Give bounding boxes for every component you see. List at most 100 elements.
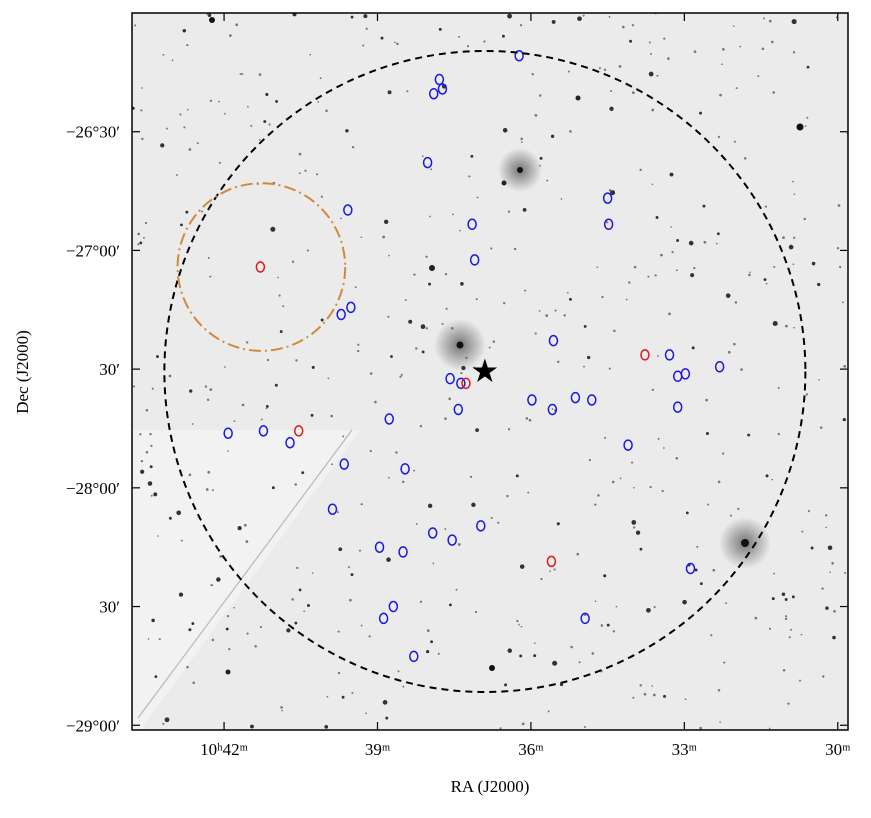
star [806, 65, 810, 69]
star [649, 486, 652, 489]
contour [388, 600, 399, 613]
star [625, 298, 628, 301]
star [693, 50, 697, 54]
star [426, 649, 430, 654]
star [522, 208, 527, 212]
star [362, 44, 365, 47]
star [648, 41, 651, 44]
star [186, 665, 189, 669]
contour [427, 527, 438, 539]
star [633, 486, 635, 489]
star [382, 235, 386, 239]
star [773, 265, 776, 268]
star [492, 340, 496, 343]
star [656, 74, 659, 77]
star [633, 265, 637, 269]
star [158, 638, 161, 641]
star [341, 695, 345, 699]
star [191, 423, 194, 425]
contour [428, 87, 439, 100]
star [419, 600, 423, 603]
star [723, 661, 726, 664]
star [618, 65, 622, 68]
star [260, 418, 263, 421]
star [286, 628, 291, 633]
star [406, 90, 409, 93]
star [811, 261, 816, 266]
star [274, 383, 278, 387]
contour [672, 401, 683, 413]
star [604, 436, 607, 439]
contour [570, 391, 581, 404]
star [825, 514, 828, 517]
star [516, 619, 519, 623]
star [456, 341, 464, 349]
star [291, 260, 295, 263]
star [306, 249, 309, 252]
star [429, 265, 435, 271]
star [224, 366, 226, 368]
star [151, 618, 155, 623]
contour [640, 349, 650, 361]
star [186, 108, 189, 111]
star [455, 588, 458, 591]
star [582, 14, 585, 17]
star [316, 173, 319, 176]
star [179, 113, 182, 116]
star [547, 710, 550, 713]
contour [461, 377, 471, 390]
star [818, 378, 820, 381]
star [643, 692, 647, 696]
star [796, 123, 804, 131]
contour [293, 425, 304, 437]
star [612, 630, 616, 633]
star [785, 324, 788, 328]
star [717, 480, 721, 484]
star [350, 15, 354, 19]
star [268, 123, 271, 126]
star [149, 465, 153, 469]
star [715, 242, 718, 245]
star [426, 629, 430, 633]
star [204, 385, 208, 388]
star [691, 346, 695, 350]
star [787, 702, 790, 705]
star [833, 609, 836, 613]
star [185, 210, 189, 214]
star [669, 172, 674, 177]
star [705, 431, 709, 435]
star [757, 75, 760, 78]
star [331, 463, 334, 466]
star [733, 140, 736, 143]
star [610, 90, 613, 93]
star [281, 709, 283, 712]
star [369, 449, 372, 453]
star [729, 514, 733, 517]
contour [437, 83, 448, 95]
star [661, 489, 664, 493]
star [317, 100, 320, 103]
star [298, 588, 302, 592]
star-field [132, 13, 848, 730]
star [772, 320, 778, 327]
star [336, 511, 339, 514]
star [515, 474, 519, 478]
star [223, 112, 226, 115]
star [594, 600, 597, 603]
star [663, 37, 666, 40]
star [763, 278, 767, 282]
star [792, 180, 794, 183]
star [502, 301, 506, 305]
star [218, 161, 221, 164]
star [819, 426, 823, 429]
star [550, 134, 555, 138]
star [518, 623, 520, 626]
star [807, 510, 810, 513]
sky-image [132, 13, 848, 730]
star [569, 130, 572, 133]
star [743, 157, 747, 160]
star [180, 539, 183, 542]
contour [336, 308, 346, 321]
star [399, 375, 402, 378]
star [338, 547, 343, 552]
